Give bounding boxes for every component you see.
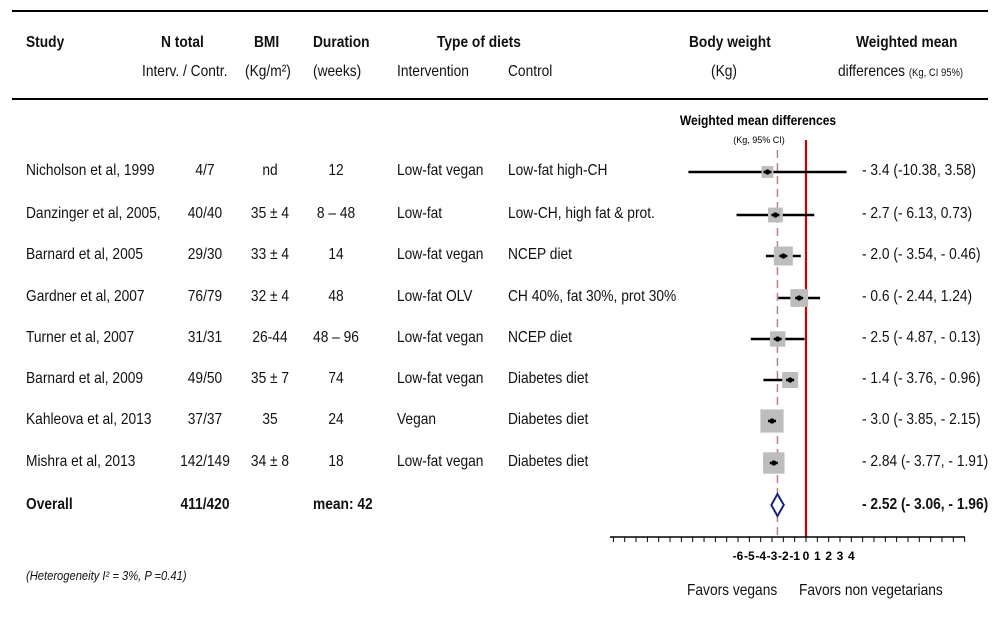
- cell-study: Kahleova et al, 2013: [26, 411, 152, 428]
- cell-n: 31/31: [187, 329, 223, 346]
- cell-wmd: - 2.84 (- 3.77, - 1.91): [862, 453, 989, 470]
- overall-duration: mean: 42: [313, 496, 373, 513]
- plot-subtitle: (Kg, 95% CI): [733, 135, 785, 145]
- top-rule: [12, 10, 988, 12]
- cell-intervention: Low-fat vegan: [397, 246, 484, 263]
- x-tick-label: 3: [837, 549, 844, 563]
- cell-intervention: Low-fat vegan: [397, 162, 484, 179]
- favors-vegans-label: Favors vegans: [687, 582, 778, 599]
- cell-duration: 18: [328, 453, 344, 470]
- x-tick-label: -5: [744, 549, 755, 563]
- header-intervention: Intervention: [397, 63, 469, 80]
- overall-study: Overall: [26, 496, 73, 513]
- cell-duration: 48: [328, 288, 344, 305]
- cell-n: 49/50: [187, 370, 223, 387]
- x-tick-label: 2: [825, 549, 832, 563]
- cell-control: Low-fat high-CH: [508, 162, 608, 179]
- cell-study: Turner et al, 2007: [26, 329, 135, 346]
- cell-control: Diabetes diet: [508, 453, 589, 470]
- cell-control: CH 40%, fat 30%, prot 30%: [508, 288, 677, 305]
- x-tick-label: -3: [767, 549, 778, 563]
- cell-bmi: 34 ± 8: [250, 453, 290, 470]
- cell-bmi: 35 ± 7: [250, 370, 290, 387]
- cell-wmd: - 1.4 (- 3.76, - 0.96): [862, 370, 981, 387]
- cell-intervention: Low-fat vegan: [397, 453, 484, 470]
- cell-wmd: - 2.0 (- 3.54, - 0.46): [862, 246, 981, 263]
- x-tick-label: 4: [848, 549, 855, 563]
- header-n-total-sub: Interv. / Contr.: [142, 63, 228, 80]
- cell-control: Low-CH, high fat & prot.: [508, 205, 655, 222]
- cell-wmd: - 3.0 (- 3.85, - 2.15): [862, 411, 981, 428]
- cell-study: Danzinger et al, 2005,: [26, 205, 161, 222]
- header-rule: [12, 98, 988, 100]
- cell-bmi: 26-44: [252, 329, 288, 346]
- cell-bmi: 35: [262, 411, 278, 428]
- cell-intervention: Low-fat vegan: [397, 370, 484, 387]
- overall-diamond: [770, 491, 785, 519]
- cell-bmi: 35 ± 4: [250, 205, 290, 222]
- cell-control: Diabetes diet: [508, 370, 589, 387]
- cell-duration: 12: [328, 162, 344, 179]
- cell-control: NCEP diet: [508, 329, 572, 346]
- cell-n: 40/40: [187, 205, 223, 222]
- cell-bmi: 32 ± 4: [250, 288, 290, 305]
- cell-wmd: - 2.5 (- 4.87, - 0.13): [862, 329, 981, 346]
- header-wmd-sub-small: (Kg, CI 95%): [908, 67, 964, 79]
- cell-study: Nicholson et al, 1999: [26, 162, 155, 179]
- x-tick-label: -4: [755, 549, 766, 563]
- overall-n: 411/420: [180, 496, 230, 513]
- cell-n: 76/79: [187, 288, 223, 305]
- cell-bmi: nd: [262, 162, 278, 179]
- cell-control: NCEP diet: [508, 246, 572, 263]
- x-tick-label: -2: [778, 549, 789, 563]
- cell-control: Diabetes diet: [508, 411, 589, 428]
- cell-duration: 48 – 96: [313, 329, 359, 346]
- header-n-total: N total: [161, 34, 204, 51]
- cell-wmd: - 2.7 (- 6.13, 0.73): [862, 205, 973, 222]
- header-body-weight: Body weight: [689, 34, 771, 51]
- x-tick-label: 0: [803, 549, 810, 563]
- cell-n: 37/37: [187, 411, 223, 428]
- cell-study: Barnard et al, 2005: [26, 246, 144, 263]
- cell-duration: 14: [328, 246, 344, 263]
- header-type-of-diets: Type of diets: [437, 34, 521, 51]
- header-wmd: Weighted mean: [856, 34, 958, 51]
- cell-bmi: 33 ± 4: [250, 246, 290, 263]
- cell-study: Barnard et al, 2009: [26, 370, 144, 387]
- cell-intervention: Low-fat: [397, 205, 443, 222]
- cell-intervention: Low-fat OLV: [397, 288, 473, 305]
- cell-intervention: Vegan: [397, 411, 437, 428]
- header-study: Study: [26, 34, 65, 51]
- favors-non-vegetarians-label: Favors non vegetarians: [799, 582, 943, 599]
- header-duration: Duration: [313, 34, 370, 51]
- cell-duration: 74: [328, 370, 344, 387]
- cell-study: Gardner et al, 2007: [26, 288, 145, 305]
- header-wmd-sub-text: differences: [838, 63, 906, 80]
- cell-duration: 24: [328, 411, 344, 428]
- x-tick-label: -1: [789, 549, 800, 563]
- heterogeneity-note: (Heterogeneity I² = 3%, P =0.41): [26, 568, 187, 583]
- cell-wmd: - 0.6 (- 2.44, 1.24): [862, 288, 973, 305]
- plot-title: Weighted mean differences: [680, 112, 836, 128]
- cell-n: 4/7: [195, 162, 215, 179]
- x-tick-label: 1: [814, 549, 821, 563]
- header-duration-sub: (weeks): [313, 63, 362, 80]
- cell-wmd: - 3.4 (-10.38, 3.58): [862, 162, 976, 179]
- header-body-weight-sub: (Kg): [711, 63, 738, 80]
- header-bmi: BMI: [254, 34, 280, 51]
- overall-wmd: - 2.52 (- 3.06, - 1.96): [862, 496, 989, 513]
- x-tick-label: -6: [733, 549, 744, 563]
- header-bmi-sub: (Kg/m²): [245, 63, 291, 80]
- header-control: Control: [508, 63, 553, 80]
- cell-intervention: Low-fat vegan: [397, 329, 484, 346]
- cell-duration: 8 – 48: [316, 205, 356, 222]
- cell-n: 142/149: [180, 453, 230, 470]
- cell-n: 29/30: [187, 246, 223, 263]
- header-wmd-sub: differences (Kg, CI 95%): [838, 63, 963, 81]
- cell-study: Mishra et al, 2013: [26, 453, 136, 470]
